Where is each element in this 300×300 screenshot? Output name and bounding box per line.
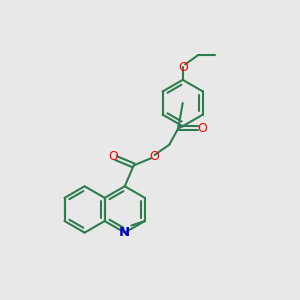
Text: O: O (108, 150, 118, 163)
Text: O: O (150, 150, 159, 163)
Text: N: N (119, 226, 130, 239)
Text: O: O (178, 61, 188, 74)
Text: O: O (197, 122, 207, 135)
